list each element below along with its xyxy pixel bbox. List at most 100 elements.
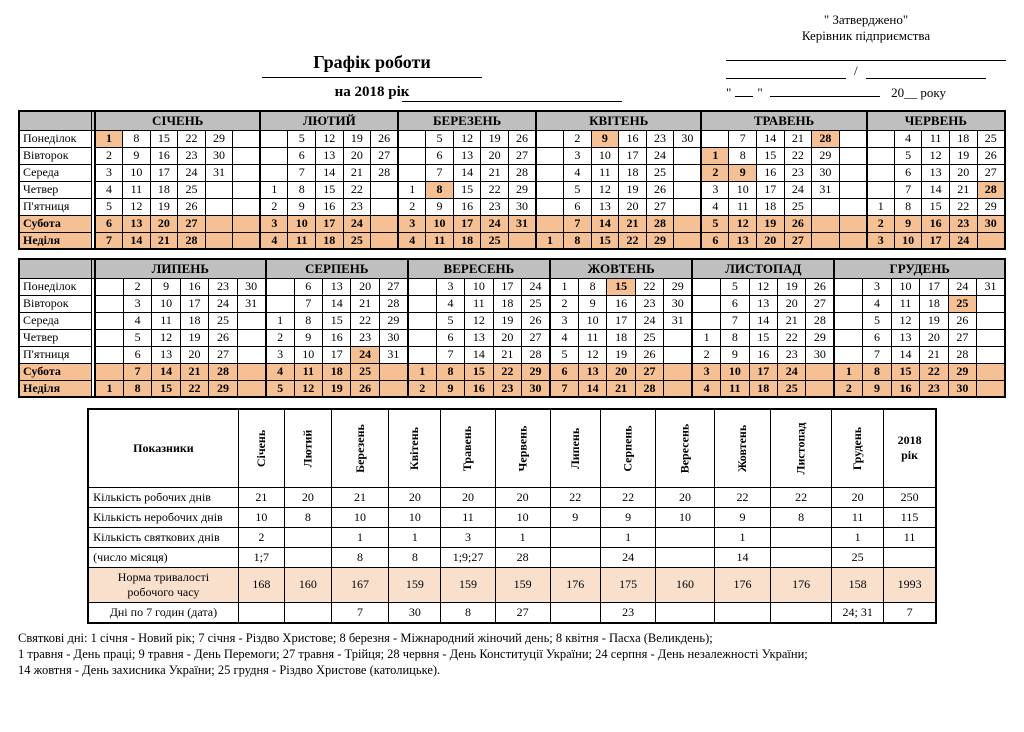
calendar-cell bbox=[95, 312, 123, 329]
calendar-cell bbox=[233, 215, 261, 232]
calendar-cell: 2 bbox=[398, 198, 426, 215]
calendar-cell: 2 bbox=[408, 380, 436, 397]
calendar-cell: 5 bbox=[288, 130, 316, 147]
calendar-cell: 30 bbox=[522, 380, 550, 397]
summary-cell: 22 bbox=[714, 487, 770, 507]
summary-cell bbox=[771, 602, 832, 623]
calendar-cell: 25 bbox=[522, 295, 550, 312]
summary-cell: 115 bbox=[884, 507, 936, 527]
footnote-2: 1 травня - День праці; 9 травня - День П… bbox=[18, 646, 1006, 662]
calendar-cell: 25 bbox=[778, 380, 806, 397]
calendar-cell: 1 bbox=[408, 363, 436, 380]
calendar-cell: 2 bbox=[266, 329, 294, 346]
calendar-cell bbox=[839, 130, 867, 147]
calendar-cell bbox=[233, 198, 261, 215]
calendar-cell: 18 bbox=[180, 312, 208, 329]
weekday-label: Понеділок bbox=[19, 278, 91, 295]
calendar-cell: 28 bbox=[806, 312, 834, 329]
calendar-cell: 15 bbox=[757, 147, 785, 164]
calendar-cell bbox=[536, 215, 564, 232]
calendar-cell: 7 bbox=[894, 181, 922, 198]
calendar-cell bbox=[408, 329, 436, 346]
summary-row-label: Кількість святкових днів bbox=[88, 527, 238, 547]
calendar-cell: 29 bbox=[522, 363, 550, 380]
calendar-cell: 14 bbox=[465, 346, 493, 363]
calendar-cell: 5 bbox=[436, 312, 464, 329]
calendar-cell: 17 bbox=[180, 295, 208, 312]
summary-indicator-head: Показники bbox=[88, 409, 238, 487]
calendar-cell: 8 bbox=[294, 312, 322, 329]
calendar-cell: 21 bbox=[343, 164, 371, 181]
calendar-cell: 6 bbox=[721, 295, 749, 312]
calendar-cell: 3 bbox=[692, 363, 720, 380]
year-suffix: 20__ року bbox=[891, 85, 946, 101]
weekday-label: Середа bbox=[19, 312, 91, 329]
approved-quote: " Затверджено" bbox=[726, 12, 1006, 28]
calendar-cell: 21 bbox=[150, 232, 178, 249]
calendar-cell: 24 bbox=[949, 232, 977, 249]
calendar-cell: 30 bbox=[948, 380, 976, 397]
calendar-cell bbox=[674, 232, 702, 249]
summary-cell: 21 bbox=[238, 487, 284, 507]
calendar-cell bbox=[508, 232, 536, 249]
summary-cell: 2 bbox=[238, 527, 284, 547]
summary-cell: 8 bbox=[771, 507, 832, 527]
summary-month-head: Лютий bbox=[285, 409, 332, 487]
summary-cell: 7 bbox=[331, 602, 389, 623]
calendar-cell: 19 bbox=[343, 130, 371, 147]
calendar-cell: 5 bbox=[123, 329, 151, 346]
title-underline bbox=[262, 77, 482, 78]
calendar-cell: 27 bbox=[522, 329, 550, 346]
calendar-cell: 25 bbox=[209, 312, 237, 329]
calendar-cell: 16 bbox=[323, 329, 351, 346]
calendar-cell: 23 bbox=[784, 164, 812, 181]
calendar-cell: 12 bbox=[922, 147, 950, 164]
calendar-cell: 26 bbox=[178, 198, 206, 215]
calendar-cell: 27 bbox=[948, 329, 976, 346]
calendar-cell: 9 bbox=[894, 215, 922, 232]
calendar-cell: 27 bbox=[508, 147, 536, 164]
month-header: ЖОВТЕНЬ bbox=[550, 259, 692, 278]
title-row: Графік роботи на 2018 рік / "" 20__ року bbox=[18, 46, 1006, 101]
calendar-cell bbox=[205, 215, 233, 232]
calendar-cell: 18 bbox=[607, 329, 635, 346]
calendar-cell: 3 bbox=[550, 312, 578, 329]
calendar-cell: 17 bbox=[749, 363, 777, 380]
header-right-block: " Затверджено" Керівник підприємства bbox=[18, 12, 1006, 44]
calendar-cell: 9 bbox=[863, 380, 891, 397]
calendar-cell: 23 bbox=[778, 346, 806, 363]
calendar-cell: 22 bbox=[949, 198, 977, 215]
calendar-cell bbox=[408, 346, 436, 363]
summary-year-head: 2018 рік bbox=[884, 409, 936, 487]
calendar-cell: 11 bbox=[426, 232, 454, 249]
calendar-cell: 2 bbox=[692, 346, 720, 363]
calendar-cell: 3 bbox=[123, 295, 151, 312]
month-header: СЕРПЕНЬ bbox=[266, 259, 408, 278]
calendar-cell: 3 bbox=[436, 278, 464, 295]
calendar-cell: 17 bbox=[607, 312, 635, 329]
calendar-cell bbox=[977, 380, 1005, 397]
calendar-cell bbox=[408, 312, 436, 329]
calendar-cell: 8 bbox=[426, 181, 454, 198]
calendar-cell bbox=[233, 181, 261, 198]
calendar-cell bbox=[839, 215, 867, 232]
calendar-cell: 28 bbox=[209, 363, 237, 380]
calendar-cell: 13 bbox=[453, 147, 481, 164]
calendar-cell: 14 bbox=[757, 130, 785, 147]
calendar-cell: 20 bbox=[150, 215, 178, 232]
calendar-cell: 14 bbox=[123, 232, 151, 249]
calendar-cell bbox=[536, 147, 564, 164]
summary-month-head: Листопад bbox=[771, 409, 832, 487]
calendar-cell: 22 bbox=[180, 380, 208, 397]
summary-row-label: Норма тривалості робочого часу bbox=[88, 567, 238, 602]
calendar-cell bbox=[812, 198, 840, 215]
calendar-cell: 18 bbox=[316, 232, 344, 249]
calendar-cell: 3 bbox=[701, 181, 729, 198]
calendar-cell: 20 bbox=[778, 295, 806, 312]
calendar-cell: 16 bbox=[891, 380, 919, 397]
calendar-cell: 7 bbox=[564, 215, 592, 232]
calendar-cell: 30 bbox=[237, 278, 265, 295]
summary-cell: 9 bbox=[714, 507, 770, 527]
calendar-cell: 5 bbox=[564, 181, 592, 198]
calendar-cell: 2 bbox=[95, 147, 123, 164]
